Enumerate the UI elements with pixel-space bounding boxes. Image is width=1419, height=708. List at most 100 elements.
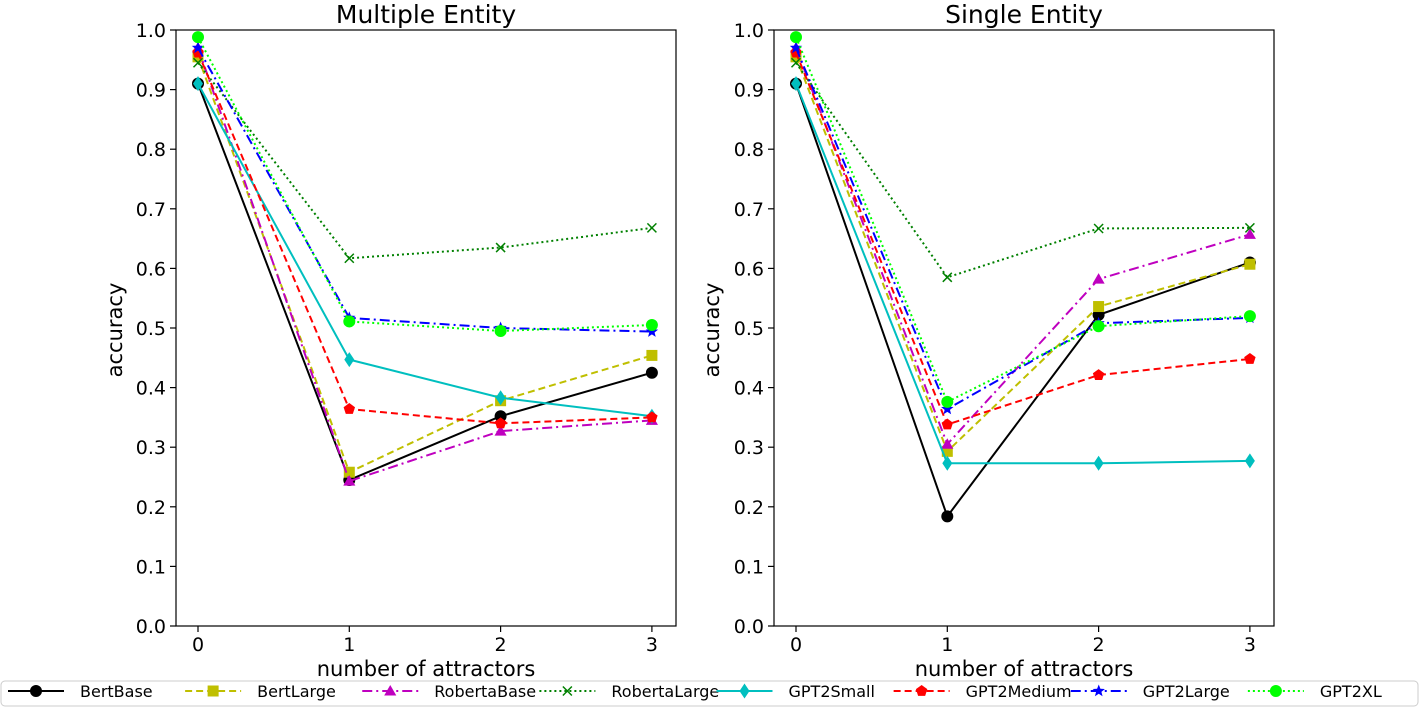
data-point xyxy=(646,349,658,361)
series-line xyxy=(197,83,653,482)
series-line xyxy=(795,83,1251,519)
series-line xyxy=(197,36,652,332)
data-point xyxy=(192,31,204,44)
y-tick-label: 1.0 xyxy=(136,20,166,42)
data-point xyxy=(1243,228,1256,239)
data-point xyxy=(1092,320,1105,333)
series-gpt2medium xyxy=(790,46,1256,430)
data-point xyxy=(494,324,507,337)
legend: BertBase BertLarge RobertaBase RobertaLarge… xyxy=(0,680,1419,707)
y-tick-label: 0.8 xyxy=(136,139,166,161)
data-point xyxy=(495,242,506,253)
y-tick-label: 0.8 xyxy=(734,139,764,161)
y-tick-label: 0.6 xyxy=(136,258,166,280)
legend-label: GPT2Large xyxy=(1143,682,1230,701)
data-point xyxy=(1244,352,1256,364)
data-point xyxy=(1243,310,1256,323)
data-point xyxy=(942,272,953,283)
series-line xyxy=(795,83,1250,465)
y-tick-label: 0.3 xyxy=(136,437,166,459)
y-tick-label: 0.1 xyxy=(136,556,166,578)
y-tick-label: 0.4 xyxy=(734,378,764,400)
y-tick-label: 0.2 xyxy=(734,497,764,519)
panel-single-entity: Single Entity number of attractors accur… xyxy=(700,0,1275,681)
data-point xyxy=(494,425,507,436)
y-tick-label: 0.2 xyxy=(136,497,166,519)
legend-marker xyxy=(207,685,219,697)
series-line xyxy=(197,83,653,418)
series-robertalarge xyxy=(192,57,657,264)
y-tick-label: 0.1 xyxy=(734,556,764,578)
series-robertabase xyxy=(191,41,658,486)
y-tick-label: 0.5 xyxy=(136,318,166,340)
x-tick-label: 2 xyxy=(1093,634,1105,656)
data-point xyxy=(1244,453,1255,469)
series-robertalarge xyxy=(790,57,1255,283)
data-point xyxy=(941,438,954,449)
legend-marker xyxy=(915,685,928,696)
data-point xyxy=(191,41,205,54)
legend-label: GPT2Medium xyxy=(966,682,1072,701)
data-point xyxy=(790,31,802,44)
y-tick-label: 0.4 xyxy=(136,378,166,400)
series-gpt2large xyxy=(191,41,659,337)
y-tick-label: 0.7 xyxy=(136,199,166,221)
legend-frame xyxy=(0,680,1419,707)
x-tick-label: 0 xyxy=(192,634,204,656)
legend-entry: GPT2XL xyxy=(1247,682,1382,701)
legend-entry: BertBase xyxy=(8,682,153,701)
series-gpt2large xyxy=(789,41,1257,415)
x-tick-label: 1 xyxy=(941,634,953,656)
series-line xyxy=(197,52,652,425)
x-axis-label: number of attractors xyxy=(915,657,1134,681)
legend-label: GPT2XL xyxy=(1320,682,1382,701)
data-point xyxy=(645,366,658,379)
data-point xyxy=(1093,301,1105,313)
legend-entry: RobertaLarge xyxy=(539,682,719,701)
legend-label: GPT2Small xyxy=(789,682,875,701)
y-tick-label: 1.0 xyxy=(734,20,764,42)
data-point xyxy=(343,403,356,414)
series-gpt2small xyxy=(193,76,657,424)
x-axis-label: number of attractors xyxy=(317,657,536,681)
legend-marker xyxy=(384,685,397,696)
series-gpt2small xyxy=(791,76,1255,471)
series-line xyxy=(795,56,1251,454)
x-tick-label: 2 xyxy=(495,634,507,656)
y-tick-label: 0.6 xyxy=(734,258,764,280)
legend-entry: GPT2Large xyxy=(1070,682,1230,701)
data-point xyxy=(1093,223,1104,234)
data-point xyxy=(646,411,658,423)
data-point xyxy=(941,510,954,523)
data-point xyxy=(494,417,507,429)
data-point xyxy=(791,76,801,92)
data-point xyxy=(344,253,355,264)
series-bertbase xyxy=(790,77,1256,523)
legend-marker xyxy=(739,683,750,699)
data-point xyxy=(495,390,506,406)
x-tick-label: 0 xyxy=(790,634,802,656)
data-point xyxy=(789,41,803,54)
series-robertabase xyxy=(789,41,1256,449)
data-point xyxy=(941,418,954,430)
legend-label: BertBase xyxy=(80,682,153,701)
x-tick-label: 3 xyxy=(646,634,658,656)
legend-marker xyxy=(1092,684,1105,697)
chart-title: Multiple Entity xyxy=(336,0,516,29)
data-point xyxy=(1093,455,1104,471)
legend-marker xyxy=(562,685,573,697)
series-line xyxy=(795,47,1251,447)
series-bertlarge xyxy=(192,51,658,478)
x-tick-label: 3 xyxy=(1244,634,1256,656)
series-gpt2medium xyxy=(192,46,658,429)
data-point xyxy=(344,352,355,368)
plot-frame xyxy=(175,29,677,627)
y-tick-label: 0.0 xyxy=(136,616,166,638)
data-point xyxy=(941,445,953,457)
data-point xyxy=(1092,369,1105,380)
legend-label: BertLarge xyxy=(257,682,336,701)
y-tick-label: 0.9 xyxy=(136,80,166,102)
data-point xyxy=(790,57,802,68)
legend-entry: GPT2Medium xyxy=(893,682,1072,701)
